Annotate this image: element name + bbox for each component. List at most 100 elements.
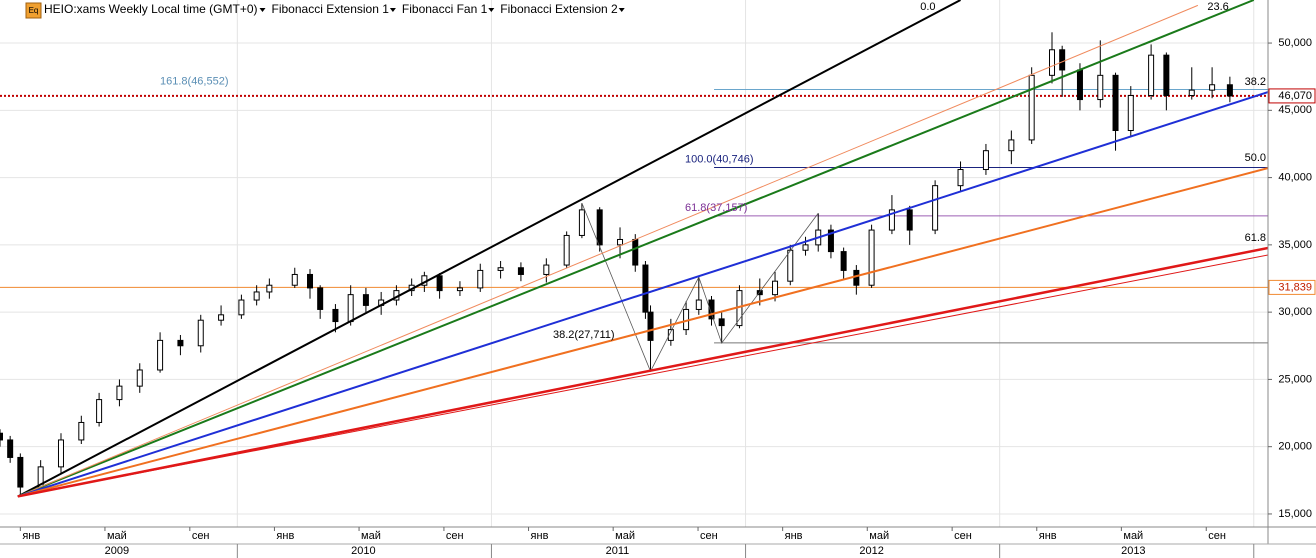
x-tick-label: янв: [785, 530, 803, 542]
dropdown-arrow[interactable]: [618, 8, 625, 12]
x-tick-label: янв: [22, 530, 40, 542]
x-tick-label: сен: [192, 530, 210, 542]
price-label: 31,839: [1278, 281, 1312, 293]
x-tick-label: янв: [276, 530, 294, 542]
y-tick-label: 35,000: [1278, 239, 1312, 251]
year-label: 2011: [606, 545, 630, 557]
x-tick-label: май: [1123, 530, 1143, 542]
y-tick-label: 40,000: [1278, 172, 1312, 184]
candle-body: [307, 273, 314, 289]
dropdown-arrow[interactable]: [259, 8, 266, 12]
x-tick-label: сен: [700, 530, 718, 542]
y-tick-label: 25,000: [1278, 373, 1312, 385]
candle-body: [756, 290, 763, 296]
candle-body: [982, 150, 989, 171]
candle-body: [840, 251, 847, 271]
x-tick-label: янв: [1039, 530, 1057, 542]
price-label-box: [1268, 88, 1316, 104]
fan-line: [17, 4, 1199, 497]
year-label: 2012: [859, 545, 883, 557]
candle-body: [667, 329, 674, 341]
candle-body: [1127, 95, 1134, 132]
candle-body: [1226, 84, 1233, 97]
x-tick-label: май: [615, 530, 635, 542]
candle-body: [827, 229, 834, 253]
candle-body: [136, 369, 143, 387]
symbol-title[interactable]: HEIO:xams Weekly Local time (GMT+0): [44, 2, 258, 16]
candle-body: [596, 209, 603, 246]
candle-body: [1049, 49, 1056, 76]
candle-body: [57, 439, 64, 468]
fib-level-label: 161.8(46,552): [160, 75, 229, 87]
fan-line: [17, 0, 1255, 498]
candle-body: [1008, 139, 1015, 152]
fan-label: 0.0: [920, 1, 935, 13]
candle-body: [772, 280, 779, 296]
candle-body: [1148, 54, 1155, 97]
y-tick-label: 30,000: [1278, 306, 1312, 318]
year-label: 2010: [351, 545, 375, 557]
study-title[interactable]: Fibonacci Extension 2: [500, 2, 618, 16]
fan-line: [17, 167, 1268, 498]
dropdown-arrow[interactable]: [488, 8, 495, 12]
fan-label: 38.2: [1245, 76, 1266, 88]
candle-body: [1209, 84, 1216, 91]
candle-body: [543, 264, 550, 275]
toolbar: Eq HEIO:xams Weekly Local time (GMT+0): [25, 2, 258, 19]
candle-body: [436, 275, 443, 292]
candle-body: [456, 287, 463, 292]
candle-body: [957, 169, 964, 187]
candle-body: [642, 264, 649, 313]
price-label-box: [1268, 279, 1316, 295]
y-tick-label: 20,000: [1278, 441, 1312, 453]
year-label: 2013: [1121, 545, 1145, 557]
candle-body: [695, 299, 702, 310]
candle-body: [906, 209, 913, 231]
candle-body: [497, 267, 504, 271]
candle-body: [362, 294, 369, 306]
y-tick-label: 50,000: [1278, 37, 1312, 49]
y-tick-label: 45,000: [1278, 104, 1312, 116]
candle-body: [1163, 54, 1170, 97]
candle-body: [253, 291, 260, 301]
candle-body: [317, 287, 324, 310]
candle-body: [1059, 49, 1066, 71]
dropdown-arrow[interactable]: [389, 8, 396, 12]
candle-body: [177, 339, 184, 347]
overlay: 46,070 31,839 161.8(46,552) 100.0(40,746) 61…: [160, 1, 1316, 341]
fan-line: [17, 91, 1268, 498]
candle-body: [332, 308, 339, 323]
candle-body: [708, 299, 715, 320]
candle-body: [718, 318, 725, 327]
x-tick-label: май: [107, 530, 127, 542]
candle-body: [17, 456, 24, 488]
x-tick-label: сен: [446, 530, 464, 542]
y-tick-label: 15,000: [1278, 508, 1312, 520]
candle-body: [1028, 74, 1035, 141]
candle-body: [578, 209, 585, 236]
candle-body: [197, 319, 204, 347]
candle-body: [266, 284, 273, 293]
price-label: 46,070: [1278, 90, 1312, 102]
fan-label: 61.8: [1245, 232, 1266, 244]
candle-body: [853, 269, 860, 286]
candle-body: [888, 209, 895, 231]
fib-level-label: 100.0(40,746): [685, 153, 754, 165]
fan-label: 50.0: [1245, 152, 1266, 164]
candle-body: [517, 267, 524, 275]
candle-body: [477, 269, 484, 289]
x-tick-label: май: [361, 530, 381, 542]
candle-body: [347, 294, 354, 323]
fib-level-label: 38.2(27,711): [553, 329, 615, 341]
study-title[interactable]: Fibonacci Fan 1: [402, 2, 488, 16]
fib-level-label: 61.8(37,157): [685, 202, 747, 214]
candle-body: [932, 185, 939, 231]
symbol-icon[interactable]: [25, 2, 42, 19]
fan-line: [17, 246, 1268, 498]
grid: [0, 0, 1268, 527]
candle-body: [563, 234, 570, 266]
candle-body: [7, 439, 14, 458]
study-title[interactable]: Fibonacci Extension 1: [272, 2, 390, 16]
candle-body: [96, 399, 103, 423]
